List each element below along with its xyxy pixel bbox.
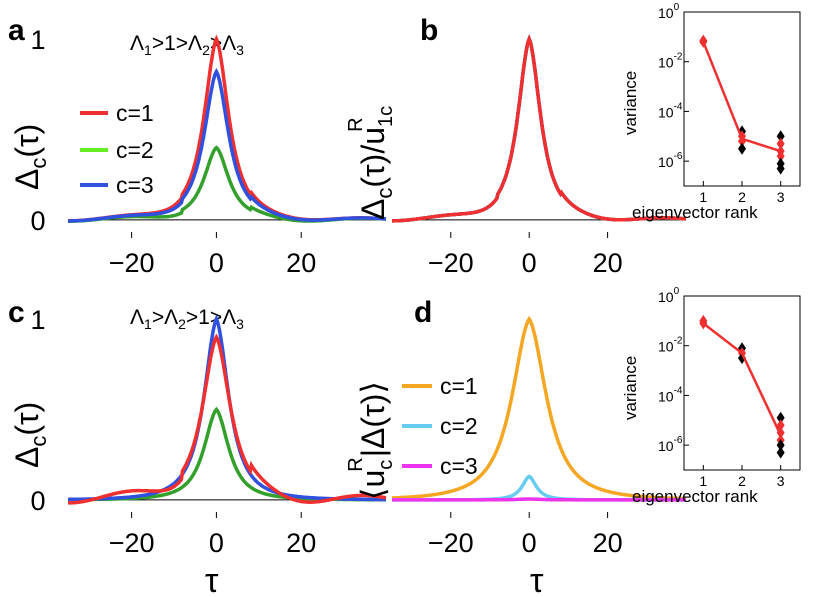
data-point (776, 137, 785, 150)
panel-a-title: Λ1>1>Λ2>Λ3 (130, 32, 244, 58)
panel-c-xlabel: τ (205, 562, 219, 597)
panel-b: b Δc(τ)/u1cR −20 0 20 (345, 14, 687, 278)
x-tick-label: 0 (522, 248, 537, 278)
x-tick-label: −20 (428, 528, 474, 558)
panel-b-letter: b (420, 14, 438, 47)
y-tick-label: 100 (658, 2, 680, 21)
x-tick-label: 2 (738, 189, 746, 205)
y-tick-label: 10-2 (658, 52, 683, 71)
legend-label-c2: c=2 (440, 413, 478, 439)
series-line-c=3 (68, 314, 386, 502)
series-line-c=3 (392, 34, 687, 223)
y-tick-label: 10-4 (658, 385, 683, 404)
series-line-c=1 (391, 315, 686, 501)
inset-bottom: variance eigenvector rank 100 10-2 10-4 10-… (621, 286, 801, 506)
inset-top: variance eigenvector rank 100 10-2 10-4 10-… (621, 2, 801, 222)
x-tick-label: 3 (777, 473, 785, 489)
panel-c-ylabel: Δc(τ) (9, 402, 51, 468)
series-line-c=2 (68, 406, 386, 502)
x-tick-label: −20 (428, 248, 474, 278)
panel-a-legend: c=1 c=2 c=3 (80, 100, 154, 198)
data-point (738, 142, 746, 155)
inset-top-ylabel: variance (621, 71, 640, 135)
x-tick-label: 3 (777, 189, 785, 205)
series-line-c=1 (68, 333, 387, 505)
panel-d: d ⟨ucR|Δ(τ)⟩ −20 0 20 c=1 c=2 c=3 τ (345, 296, 686, 597)
panel-c: c Λ1>Λ2>1>Λ3 Δc(τ) −20 0 20 0 1 τ (8, 296, 387, 597)
y-tick-label: 1 (30, 25, 45, 55)
inset-bottom-xlabel: eigenvector rank (632, 487, 758, 506)
legend-label-c1: c=1 (116, 100, 154, 126)
x-tick-label: 0 (522, 528, 537, 558)
x-tick-label: 1 (699, 189, 707, 205)
panel-d-legend: c=1 c=2 c=3 (402, 373, 478, 479)
data-point (776, 439, 785, 452)
series-line-c=3 (68, 67, 387, 223)
x-tick-label: 20 (593, 248, 623, 278)
y-tick-label: 10-2 (658, 336, 683, 355)
y-tick-label: 10-6 (658, 435, 683, 454)
series-line-c=2 (392, 34, 687, 223)
inset-bottom-ylabel: variance (621, 356, 640, 420)
x-tick-label: 20 (286, 248, 316, 278)
data-point (776, 411, 785, 424)
x-tick-label: −20 (109, 528, 155, 558)
y-tick-label: 1 (30, 305, 45, 335)
x-tick-label: 0 (209, 248, 224, 278)
y-tick-label: 0 (30, 206, 45, 236)
y-tick-label: 10-6 (658, 151, 683, 170)
panel-a: a Λ1>1>Λ2>Λ3 Δc(τ) −20 0 20 0 1 c=1 c=2 c=3 (8, 14, 387, 278)
x-tick-label: 2 (738, 473, 746, 489)
panel-d-ylabel: ⟨ucR|Δ(τ)⟩ (345, 381, 397, 500)
inset-top-xlabel: eigenvector rank (632, 203, 758, 222)
data-point (776, 150, 785, 163)
legend-label-c3: c=3 (440, 453, 478, 479)
x-tick-label: 20 (593, 528, 623, 558)
panel-d-letter: d (414, 296, 432, 329)
panel-a-ylabel: Δc(τ) (9, 124, 51, 190)
panel-d-xlabel: τ (530, 562, 544, 597)
legend-label-c2: c=2 (116, 137, 154, 163)
legend-label-c3: c=3 (116, 172, 154, 198)
panel-c-title: Λ1>Λ2>1>Λ3 (130, 306, 244, 332)
series-line-c=3 (392, 497, 686, 502)
x-tick-label: 1 (699, 473, 707, 489)
legend-label-c1: c=1 (440, 373, 478, 399)
y-tick-label: 100 (658, 286, 680, 305)
y-tick-label: 0 (30, 486, 45, 516)
trend-line (702, 322, 782, 436)
panel-a-letter: a (8, 14, 25, 47)
x-tick-label: −20 (109, 248, 155, 278)
data-point (776, 130, 785, 143)
x-tick-label: 20 (286, 528, 316, 558)
data-point (776, 446, 785, 459)
x-tick-label: 0 (209, 528, 224, 558)
y-tick-label: 10-4 (658, 101, 683, 120)
data-point (776, 162, 785, 175)
trend-line (702, 41, 782, 153)
panel-c-letter: c (8, 296, 25, 329)
panel-b-ylabel: Δc(τ)/u1cR (345, 106, 397, 220)
series-line-c=1 (392, 34, 687, 223)
